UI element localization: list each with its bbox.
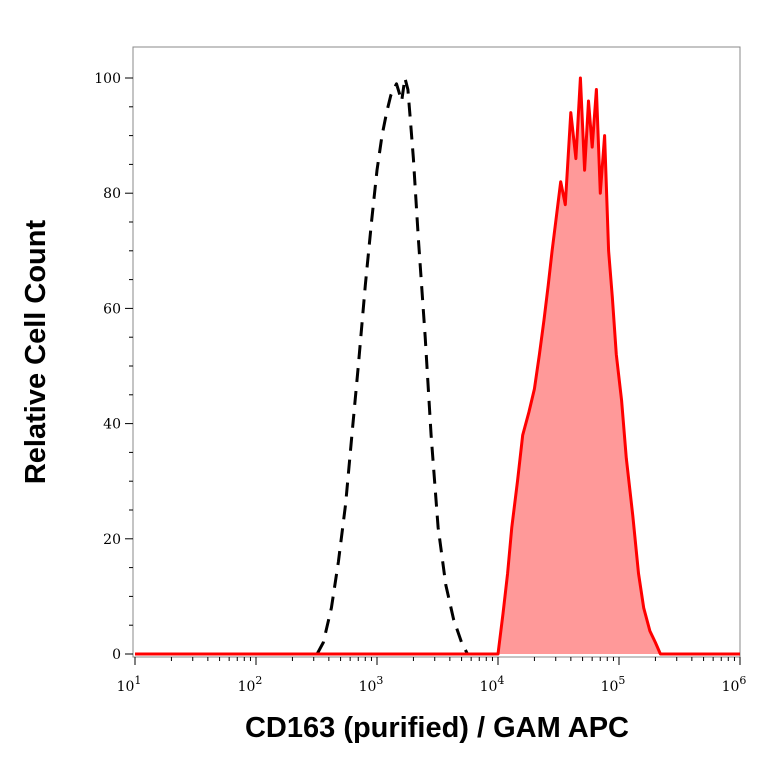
x-tick-label-6: 106 xyxy=(722,674,747,695)
x-tick-label-2: 102 xyxy=(238,674,263,695)
y-axis-minor-ticks xyxy=(129,106,133,626)
y-tick-label-6: 100 xyxy=(94,71,121,87)
series-1-line xyxy=(315,76,469,655)
y-tick-label-1: 0 xyxy=(112,647,121,663)
series-layer xyxy=(135,76,740,656)
x-axis-minor-ticks xyxy=(170,657,735,661)
x-axis-title: CD163 (purified) / GAM APC xyxy=(245,712,629,744)
x-tick-label-4: 104 xyxy=(480,674,505,695)
y-tick-label-3: 40 xyxy=(103,417,121,433)
series-2-fill xyxy=(135,78,740,654)
x-axis-ticks: 101 102 103 104 105 106 xyxy=(117,657,747,695)
y-tick-label-5: 80 xyxy=(103,186,121,202)
y-axis-ticks: 0 20 40 60 80 100 xyxy=(94,71,133,663)
y-axis-title: Relative Cell Count xyxy=(20,220,52,485)
series-2-line xyxy=(135,76,740,656)
x-tick-label-5: 105 xyxy=(601,674,626,695)
x-tick-label-3: 103 xyxy=(359,674,384,695)
x-tick-label-1: 101 xyxy=(117,674,142,695)
y-tick-label-4: 60 xyxy=(103,301,121,317)
y-tick-label-2: 20 xyxy=(103,532,121,548)
plot-frame xyxy=(132,46,741,658)
